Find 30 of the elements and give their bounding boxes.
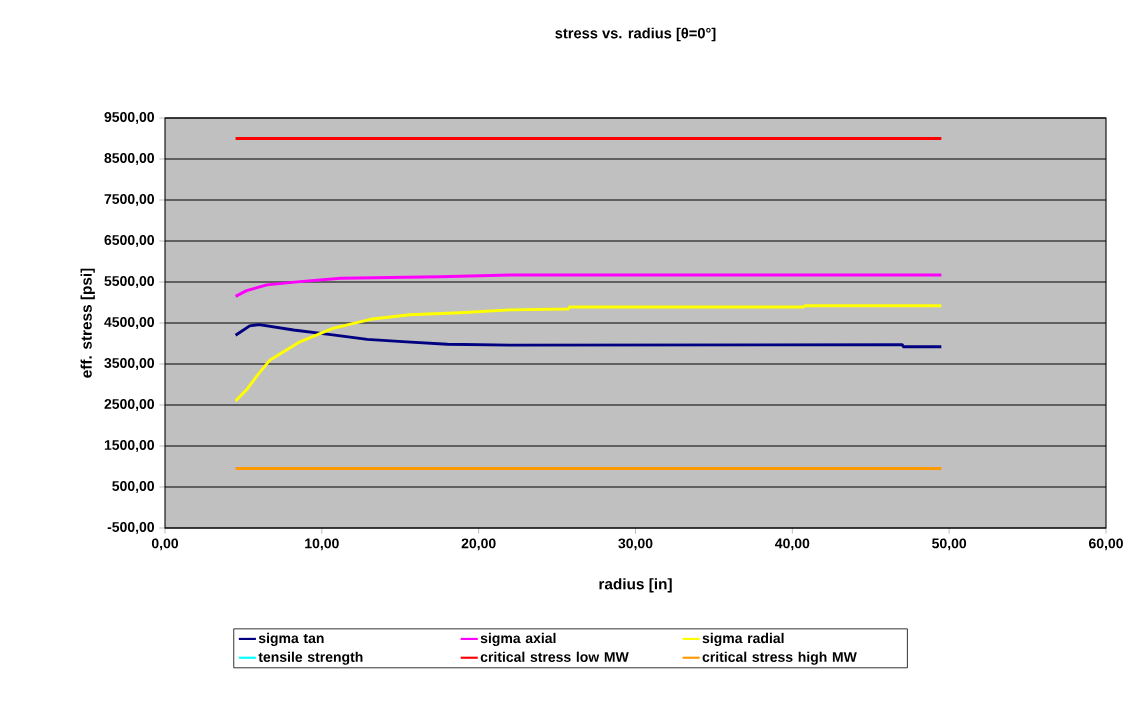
x-tick-label: 0,00 xyxy=(151,538,179,551)
legend-label: critical stress low MW xyxy=(480,651,629,662)
x-tick-label: 30,00 xyxy=(618,538,653,551)
y-tick-label: 4500,00 xyxy=(104,317,155,329)
x-axis-title: radius [in] xyxy=(599,578,672,593)
x-tick-label: 50,00 xyxy=(932,538,967,551)
y-tick-label: 9500,00 xyxy=(104,112,155,124)
y-tick-label: 500,00 xyxy=(112,481,155,493)
y-tick-label: 8500,00 xyxy=(104,153,155,165)
y-tick-label: -500,00 xyxy=(107,522,155,534)
line-series xyxy=(234,323,943,349)
legend-label: critical stress high MW xyxy=(702,651,857,665)
legend-label: sigma radial xyxy=(702,632,784,646)
line-series xyxy=(234,304,943,403)
legend-label: tensile strength xyxy=(258,651,363,665)
y-tick-label: 1500,00 xyxy=(104,440,155,452)
legend-label: sigma tan xyxy=(258,632,324,646)
y-tick-label: 3500,00 xyxy=(104,358,155,370)
x-tick-label: 20,00 xyxy=(461,538,496,551)
y-tick-label: 2500,00 xyxy=(104,399,155,411)
y-tick-label: 6500,00 xyxy=(104,235,155,247)
y-tick-label: 5500,00 xyxy=(104,276,155,288)
line-series xyxy=(234,273,943,298)
x-tick-label: 40,00 xyxy=(775,538,810,551)
x-tick-label: 60,00 xyxy=(1088,538,1123,551)
y-axis-title: eff. stress [psi] xyxy=(80,268,95,378)
x-tick-label: 10,00 xyxy=(305,538,339,551)
legend-label: sigma axial xyxy=(480,632,556,646)
chart-title: stress vs. radius [θ=0°] xyxy=(555,27,716,42)
y-tick-label: 7500,00 xyxy=(104,194,155,206)
